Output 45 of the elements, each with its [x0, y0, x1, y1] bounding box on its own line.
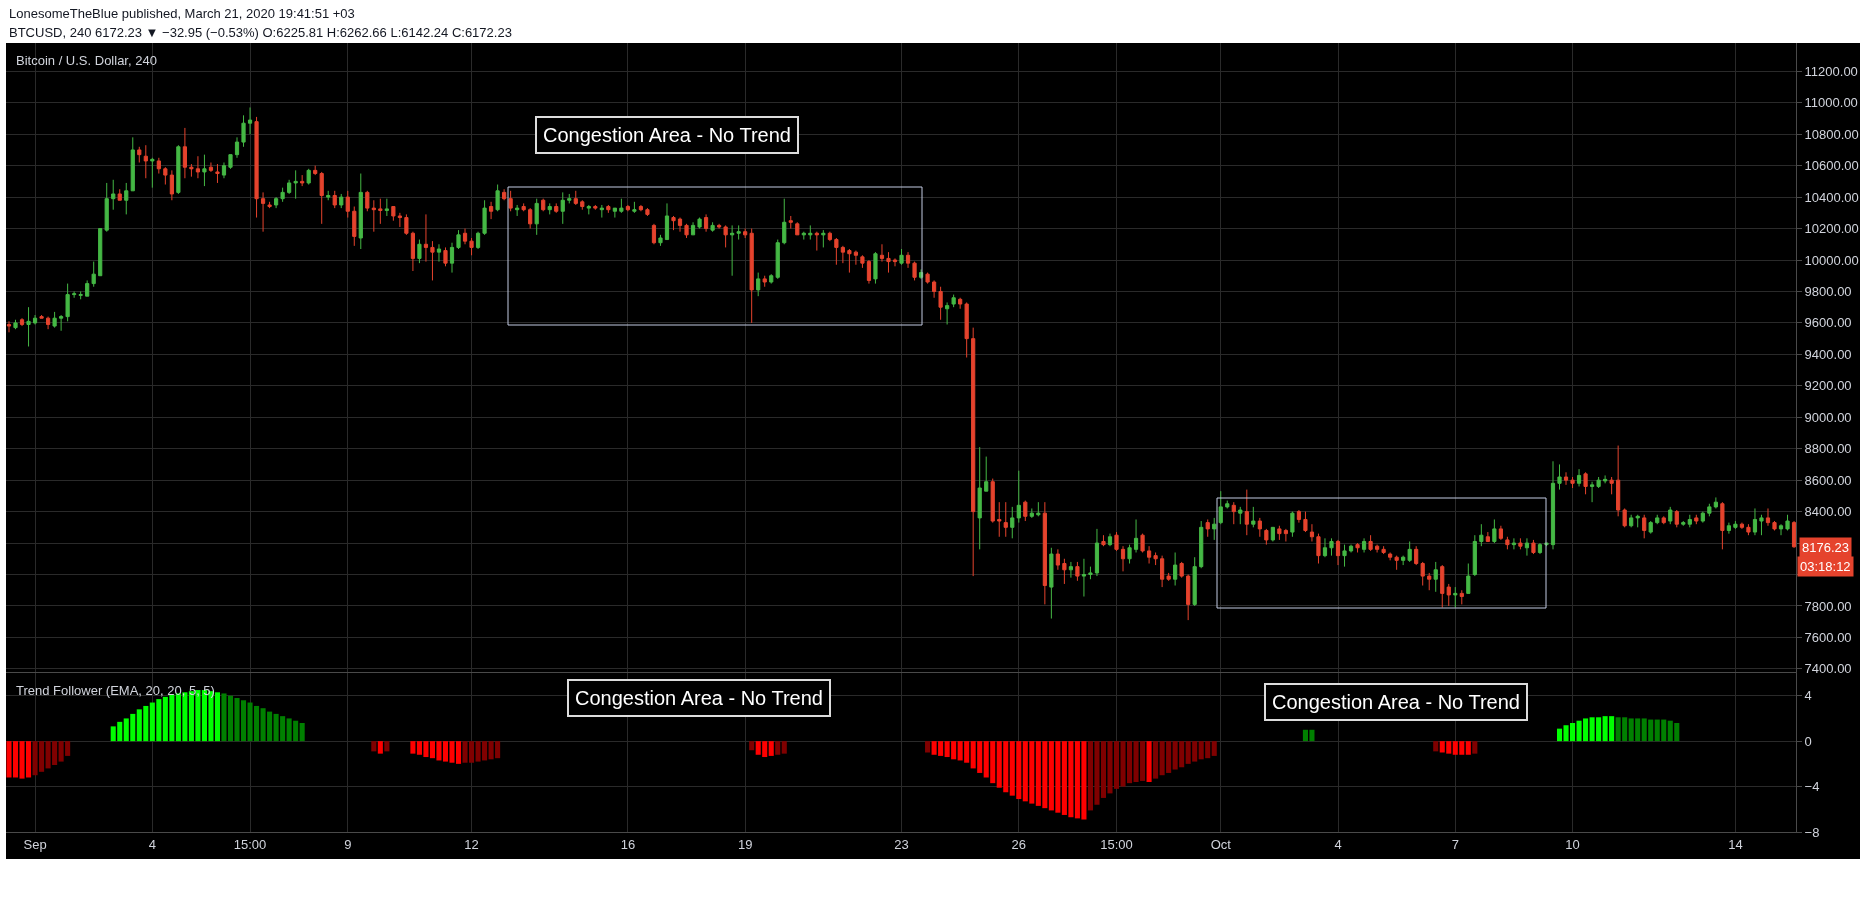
y-tick-label: 10000.00: [1804, 252, 1859, 268]
x-tick-label: 7: [1451, 836, 1459, 852]
text: 8176.23: [1802, 540, 1849, 555]
y-tick-label: 7600.00: [1804, 629, 1852, 645]
y-tick-label: 9400.00: [1804, 346, 1852, 362]
annotation: Congestion Area - No Trend: [543, 124, 791, 146]
y-tick-label: 8600.00: [1804, 472, 1852, 488]
x-tick-label: Oct: [1210, 836, 1232, 852]
x-tick-label: 15:00: [1100, 836, 1133, 852]
y-tick-label: 7400.00: [1804, 661, 1852, 677]
y-tick-label: 0: [1804, 733, 1812, 749]
text: LonesomeTheBlue published, March 21, 2020 19:41:51 +03: [9, 6, 355, 21]
y-tick-label: −4: [1804, 779, 1820, 795]
y-tick-label: 10400.00: [1804, 189, 1859, 205]
y-tick-label: 9000.00: [1804, 409, 1852, 425]
y-tick-label: 4: [1804, 688, 1812, 704]
y-tick-label: 11200.00: [1804, 63, 1858, 79]
y-tick-label: 10600.00: [1804, 158, 1859, 174]
x-tick-label: 14: [1728, 836, 1743, 852]
y-tick-label: 10800.00: [1804, 126, 1859, 142]
annotation: Congestion Area - No Trend: [575, 687, 823, 709]
y-tick-label: 9200.00: [1804, 378, 1852, 394]
y-tick-label: 8400.00: [1804, 504, 1852, 520]
x-tick-label: 9: [344, 836, 352, 852]
x-tick-label: 16: [620, 836, 636, 852]
x-tick-label: 26: [1011, 836, 1027, 852]
x-tick-label: 19: [737, 836, 753, 852]
x-tick-label: 4: [148, 836, 156, 852]
y-tick-label: 9800.00: [1804, 284, 1852, 300]
x-tick-label: 4: [1334, 836, 1342, 852]
y-tick-label: 11000.00: [1804, 95, 1858, 111]
y-tick-label: 10200.00: [1804, 221, 1859, 237]
x-tick-label: 10: [1565, 836, 1580, 852]
text: Bitcoin / U.S. Dollar, 240: [16, 53, 157, 68]
x-tick-label: 12: [464, 836, 479, 852]
x-tick-label: 23: [894, 836, 909, 852]
text: BTCUSD, 240 6172.23 ▼ −32.95 (−0.53%) O:6225.81 H:6262.66 L:6142.24 C:6172.23: [9, 25, 512, 40]
x-tick-label: 15:00: [233, 836, 267, 852]
x-tick-label: Sep: [23, 836, 47, 852]
y-tick-label: 7800.00: [1804, 598, 1852, 614]
y-tick-label: −8: [1804, 824, 1820, 840]
text: 03:18:12: [1800, 559, 1851, 574]
y-tick-label: 9600.00: [1804, 315, 1852, 331]
y-tick-label: 8800.00: [1804, 441, 1852, 457]
annotation: Congestion Area - No Trend: [1272, 691, 1520, 713]
